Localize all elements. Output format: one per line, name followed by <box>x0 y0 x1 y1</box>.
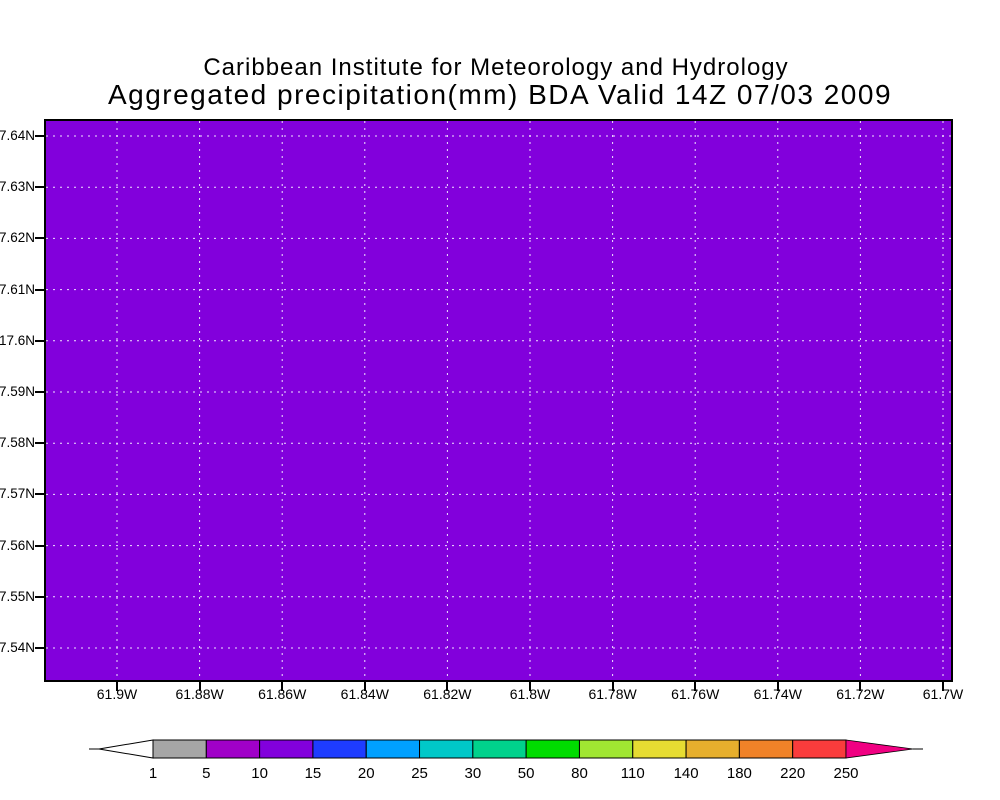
x-axis-tick <box>776 682 779 691</box>
colorbar-legend: 1 5 10 15 20 25 30 50 80 110 140 180 220 250 <box>89 739 923 782</box>
x-axis-tick <box>529 682 531 691</box>
colorbar-segment <box>205 739 261 759</box>
y-axis-tick <box>35 237 44 240</box>
colorbar-segment <box>792 739 847 759</box>
x-axis-tick <box>198 682 201 691</box>
y-axis-label: 17.6N <box>0 332 35 348</box>
colorbar-tick-label: 80 <box>571 765 588 782</box>
colorbar-tick-label: 25 <box>411 765 428 782</box>
colorbar-segment <box>365 739 421 759</box>
y-axis-label: 7.56N <box>0 537 35 553</box>
y-axis-label: 7.54N <box>0 640 35 655</box>
colorbar-segment <box>525 739 580 759</box>
y-axis-label: 7.61N <box>0 281 35 297</box>
colorbar-tick-label: 50 <box>518 765 535 782</box>
x-axis-label: 61.72W <box>836 686 885 702</box>
institution-title: Caribbean Institute for Meteorology and … <box>203 54 789 81</box>
x-axis-tick <box>611 682 614 691</box>
colorbar-segment <box>419 739 474 759</box>
grid-lines <box>46 121 951 680</box>
x-axis-label: 61.74W <box>753 686 802 702</box>
colorbar-tick-label: 10 <box>251 765 268 782</box>
y-axis-tick <box>35 442 44 445</box>
colorbar-tick-label: 220 <box>780 765 805 782</box>
colorbar-segment <box>578 739 634 759</box>
colorbar-segment <box>685 739 740 759</box>
x-axis-tick <box>363 682 366 691</box>
y-axis-tick <box>35 595 44 598</box>
y-axis-label: 7.58N <box>0 435 35 451</box>
colorbar-tick-label: 140 <box>674 765 699 782</box>
x-axis-label: 61.7W <box>922 686 964 702</box>
x-axis-tick <box>446 682 449 691</box>
x-axis-label: 61.76W <box>671 686 720 702</box>
colorbar-segment <box>152 739 207 759</box>
x-axis-tick <box>859 682 862 691</box>
x-axis-label: 61.84W <box>340 686 389 702</box>
colorbar-tick-label: 250 <box>833 765 858 782</box>
y-axis-label: 7.62N <box>0 230 35 246</box>
x-axis-tick <box>942 682 944 691</box>
y-axis-label: 7.57N <box>0 486 35 502</box>
x-axis-label: 61.88W <box>175 686 224 702</box>
y-axis-tick <box>35 391 44 393</box>
y-axis-label: 7.63N <box>0 179 35 195</box>
x-axis-label: 61.82W <box>423 686 472 702</box>
x-axis-tick <box>281 682 284 691</box>
colorbar-tick-label: 15 <box>305 765 322 782</box>
x-axis-tick <box>694 682 697 691</box>
y-axis-tick <box>35 186 44 189</box>
colorbar-under-arrow <box>98 739 154 759</box>
colorbar-segment <box>632 739 687 759</box>
colorbar-segment <box>738 739 794 759</box>
y-axis-tick <box>35 647 44 649</box>
colorbar-tick-label: 180 <box>727 765 752 782</box>
colorbar-tick-label: 30 <box>465 765 482 782</box>
colorbar-tick-label: 20 <box>358 765 375 782</box>
colorbar-over-arrow <box>845 739 914 759</box>
x-axis-tick <box>116 682 118 691</box>
x-axis-label: 61.78W <box>588 686 637 702</box>
y-axis-label: 7.59N <box>0 384 35 399</box>
y-axis-tick <box>35 135 44 137</box>
y-axis-tick <box>35 493 44 496</box>
x-axis-label: 61.9W <box>96 686 138 702</box>
map-plot-area <box>44 119 953 682</box>
colorbar-segment <box>259 739 314 759</box>
y-axis-label: 7.64N <box>0 128 35 143</box>
x-axis-label: 61.8W <box>509 686 551 702</box>
x-axis-label: 61.86W <box>258 686 307 702</box>
y-axis-tick <box>35 544 44 547</box>
colorbar-segment <box>472 739 527 759</box>
chart-title: Aggregated precipitation(mm) BDA Valid 1… <box>107 79 893 110</box>
y-axis-tick <box>35 339 44 342</box>
colorbar-segment <box>312 739 367 759</box>
colorbar-tick-label: 110 <box>621 765 645 782</box>
colorbar-tick-label: 1 <box>149 765 157 782</box>
y-axis-label: 7.55N <box>0 588 35 604</box>
colorbar-tick-label: 5 <box>202 765 210 782</box>
y-axis-tick <box>35 288 44 291</box>
